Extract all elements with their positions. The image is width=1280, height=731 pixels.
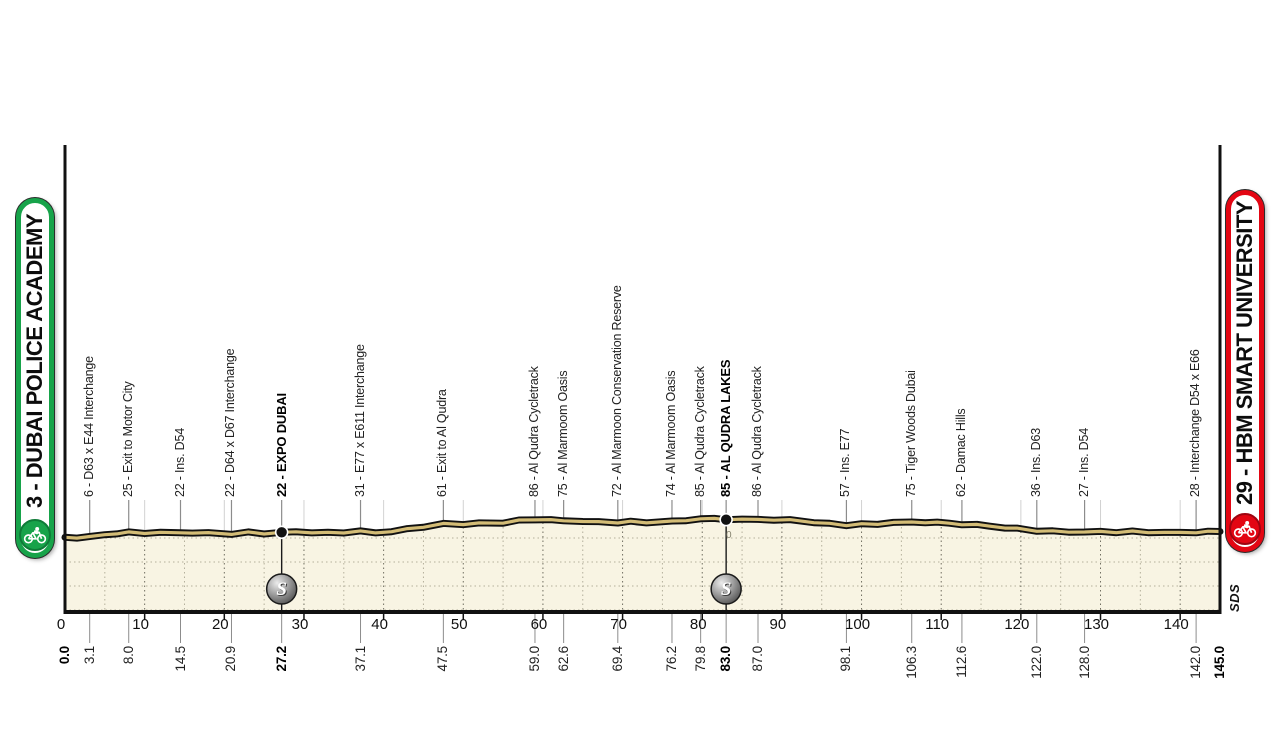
sprint-markers: SS SS [265, 512, 742, 605]
distance-label: 122.0 [1028, 646, 1044, 679]
waypoint-label: 36 - Ins. D63 [1028, 428, 1043, 497]
waypoint-label: 61 - Exit to Al Qudra [435, 389, 450, 497]
waypoint-lines [89, 500, 1197, 643]
distance-label: 20.9 [223, 646, 239, 672]
waypoint-label: 6 - D63 x E44 Interchange [81, 356, 96, 497]
waypoint-label: 85 - AL QUDRA LAKES [718, 359, 734, 497]
distance-label: 128.0 [1076, 646, 1092, 679]
sprint-sphere [710, 573, 742, 605]
upper-km-guides [144, 500, 1181, 532]
waypoint-label: 75 - Al Marmoom Oasis [555, 370, 570, 497]
km-tick-label: 100 [845, 616, 871, 633]
finish-cyclist-icon [1229, 513, 1261, 545]
distance-label: 98.1 [838, 646, 854, 672]
sprint-sphere [265, 573, 298, 605]
km-tick-label: 10 [132, 616, 149, 633]
elevation-zero-gridline-label: 0 [726, 530, 732, 541]
finish-badge: 29 - HBM SMART UNIVERSITY [1226, 190, 1264, 552]
distance-label: 106.3 [903, 646, 919, 679]
finish-badge-label: 29 - HBM SMART UNIVERSITY [1232, 200, 1257, 506]
waypoint-label: 57 - Ins. E77 [838, 428, 853, 497]
road-profile-line [61, 514, 1224, 542]
waypoint-label: 22 - Ins. D54 [172, 428, 187, 497]
waypoint-label: 22 - D64 x D67 Interchange [223, 348, 238, 497]
axes [63, 145, 1222, 620]
start-cyclist-icon [19, 519, 51, 551]
distance-label: 0.0 [57, 646, 72, 665]
waypoint-label: 22 - EXPO DUBAI [273, 393, 289, 497]
waypoint-label: 25 - Exit to Motor City [120, 381, 135, 497]
km-tick-label: 80 [689, 616, 707, 633]
distance-label: 69.4 [609, 646, 625, 672]
waypoint-label: 74 - Al Marmoom Oasis [663, 370, 678, 497]
km-tick-label: 30 [291, 616, 309, 633]
waypoint-label: 27 - Ins. D54 [1076, 428, 1091, 497]
distance-label: 76.2 [663, 646, 679, 672]
distance-label: 145.0 [1212, 646, 1227, 679]
km-tick-label: 50 [450, 616, 468, 633]
sprint-point-dot [274, 525, 289, 540]
km-tick-label: 20 [211, 616, 229, 633]
distance-label: 142.0 [1188, 646, 1204, 679]
distance-label: 8.0 [120, 646, 136, 665]
distance-label: 47.5 [435, 646, 451, 672]
km-tick-label: 140 [1163, 616, 1189, 633]
distance-label: 83.0 [718, 646, 734, 672]
km-tick-label: 120 [1004, 616, 1030, 633]
distance-label: 3.1 [81, 646, 97, 665]
distance-label: 37.1 [352, 646, 368, 672]
elevation-fill [65, 518, 1220, 612]
start-badge-label: 3 - DUBAI POLICE ACADEMY [22, 214, 47, 508]
distance-label: 59.0 [526, 646, 542, 672]
distance-label: 62.6 [555, 646, 571, 672]
sprint-point-dot [719, 512, 733, 527]
km-tick-label: 90 [769, 616, 787, 633]
waypoint-label: 86 - Al Qudra Cycletrack [750, 366, 764, 497]
km-tick-label: 40 [371, 616, 388, 633]
waypoint-label: 85 - Al Qudra Cycletrack [692, 366, 707, 497]
waypoint-label: 86 - Al Qudra Cycletrack [526, 366, 541, 497]
km-tick-label: 70 [610, 616, 627, 633]
distance-label: 87.0 [750, 646, 765, 672]
waypoint-label: 28 - Interchange D54 x E66 [1188, 349, 1203, 497]
distance-label: 112.6 [953, 646, 969, 678]
designer-watermark: SDS [1227, 583, 1242, 612]
distance-label: 79.8 [692, 646, 708, 672]
start-badge: 3 - DUBAI POLICE ACADEMY [16, 198, 54, 558]
waypoint-label: 62 - Damac Hills [953, 408, 968, 498]
km-tick-label: 60 [530, 616, 548, 633]
distance-label: 14.5 [172, 646, 188, 672]
svg-text:S: S [277, 580, 288, 601]
waypoint-label: 31 - E77 x E611 Interchange [352, 344, 367, 497]
waypoint-label: 72 - Al Marmoon Conservation Reserve [609, 285, 624, 497]
km-tick-label: 130 [1084, 616, 1110, 633]
waypoint-label: 75 - Tiger Woods Dubai [903, 370, 918, 497]
svg-text:S: S [276, 579, 287, 600]
km-tick-label: 110 [925, 616, 950, 633]
distance-label: 27.2 [273, 646, 289, 672]
km-tick-label: 0 [56, 616, 66, 633]
svg-text:S: S [722, 580, 733, 601]
svg-text:S: S [721, 579, 732, 600]
